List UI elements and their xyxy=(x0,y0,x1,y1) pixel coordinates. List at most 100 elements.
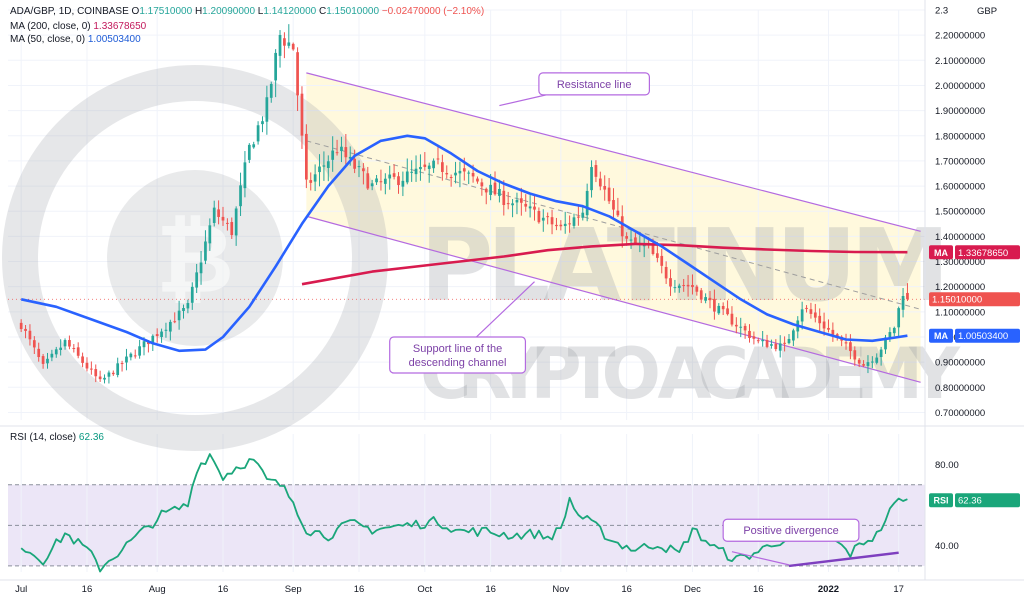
candle-body xyxy=(204,241,207,261)
candle-body xyxy=(357,166,361,168)
ma50-line xyxy=(20,134,908,353)
candle-body xyxy=(41,356,45,364)
candle-body xyxy=(598,178,602,187)
candle-body xyxy=(484,188,488,193)
candle-body xyxy=(366,173,370,189)
candle-body xyxy=(81,356,84,363)
candle-body xyxy=(247,144,251,160)
candle-body xyxy=(480,182,484,187)
time-tick-label: 16 xyxy=(621,584,632,595)
candle-body xyxy=(331,150,335,160)
candle-body xyxy=(454,172,457,176)
candle-body xyxy=(46,358,49,364)
candle-body xyxy=(133,355,137,357)
candle-body xyxy=(168,321,172,332)
candle-body xyxy=(208,225,212,244)
rsi-marker-tag: RSI xyxy=(933,496,948,506)
high-label: H xyxy=(194,6,203,17)
candle-body xyxy=(37,348,41,358)
candle-body xyxy=(857,359,861,364)
price-tick-label: 1.90000000 xyxy=(935,106,985,117)
price-tick-label: 1.40000000 xyxy=(935,232,985,243)
candle-body xyxy=(362,168,365,172)
candle-body xyxy=(892,327,896,334)
annotation-box[interactable] xyxy=(389,336,527,374)
candle-body xyxy=(269,83,273,98)
symbol-label: ADA/GBP, 1D, COINBASE xyxy=(10,6,129,17)
currency-label: GBP xyxy=(977,6,997,17)
candle-body xyxy=(291,43,295,50)
price-tick-label: 1.10000000 xyxy=(935,307,985,318)
annotations-layer[interactable]: Resistance line Support line of the descen… xyxy=(389,72,860,542)
candle-body xyxy=(827,327,830,330)
candle-body xyxy=(704,297,707,301)
candle-body xyxy=(226,222,229,224)
candle-body xyxy=(24,328,27,331)
candle-body xyxy=(844,342,848,344)
candle-body xyxy=(129,353,133,358)
ma200-label: MA (200, close, 0) xyxy=(10,21,91,32)
candle-body xyxy=(818,315,822,324)
annotation-box[interactable] xyxy=(722,518,860,542)
rsi-tick-label: 80.00 xyxy=(935,460,959,471)
candle-body xyxy=(515,199,519,203)
candle-body xyxy=(607,187,611,202)
candle-body xyxy=(50,353,54,358)
candle-body xyxy=(761,339,765,342)
candle-body xyxy=(348,156,352,159)
rsi-legend[interactable]: RSI (14, close) 62.36 xyxy=(10,432,104,443)
last-price-marker-bg xyxy=(929,292,1020,307)
candle-body xyxy=(375,178,378,183)
price-markers-layer: MA 1.33678650 1.15010000 MA 1.00503400 RSI 62.… xyxy=(929,245,1020,508)
price-tick-label: 0.70000000 xyxy=(935,408,985,419)
candle-body xyxy=(309,180,313,183)
candle-body xyxy=(708,297,712,301)
candle-body xyxy=(383,178,387,184)
candle-body xyxy=(541,217,545,221)
ma50-marker-bg xyxy=(955,328,1020,343)
resistance-line xyxy=(306,72,921,232)
candle-body xyxy=(379,181,383,183)
candle-body xyxy=(581,212,585,218)
candle-body xyxy=(695,286,699,292)
time-tick-label: Dec xyxy=(684,584,701,595)
candle-body xyxy=(32,340,36,348)
moving-averages-layer xyxy=(20,134,908,353)
candle-body xyxy=(76,347,80,356)
divergence-trendline xyxy=(788,551,899,568)
candle-body xyxy=(655,253,659,258)
candles-layer[interactable] xyxy=(19,24,909,384)
candle-body xyxy=(699,290,703,300)
candle-body xyxy=(471,172,475,177)
candle-body xyxy=(94,369,98,377)
candle-body xyxy=(212,207,216,223)
close-label: C xyxy=(318,6,327,17)
candle-body xyxy=(634,237,637,244)
channel-layer xyxy=(8,72,925,383)
candle-body xyxy=(230,222,234,236)
candle-body xyxy=(765,340,769,347)
candle-body xyxy=(441,162,444,172)
price-tick-label: 2.20000000 xyxy=(935,31,985,42)
candle-body xyxy=(111,372,115,375)
rsi-marker-tag-bg xyxy=(929,493,953,508)
candle-body xyxy=(594,165,598,177)
candle-body xyxy=(546,216,550,218)
rsi-legend-value: 62.36 xyxy=(78,432,104,443)
annotation-text: descending channel xyxy=(409,357,507,369)
candle-body xyxy=(326,161,330,168)
price-tick-label: 0.80000000 xyxy=(935,383,985,394)
ma50-legend[interactable]: MA (50, close, 0) 1.00503400 xyxy=(10,34,141,45)
candle-body xyxy=(813,312,817,318)
candle-body xyxy=(283,38,286,46)
candle-body xyxy=(239,185,242,207)
ma200-legend[interactable]: MA (200, close, 0) 1.33678650 xyxy=(10,21,146,32)
annotation-text: Resistance line xyxy=(557,79,632,91)
time-tick-label: Nov xyxy=(552,584,569,595)
time-tick-label: 17 xyxy=(893,584,904,595)
candle-body xyxy=(686,284,690,287)
candle-body xyxy=(173,321,177,323)
annotation-box[interactable] xyxy=(538,72,650,96)
